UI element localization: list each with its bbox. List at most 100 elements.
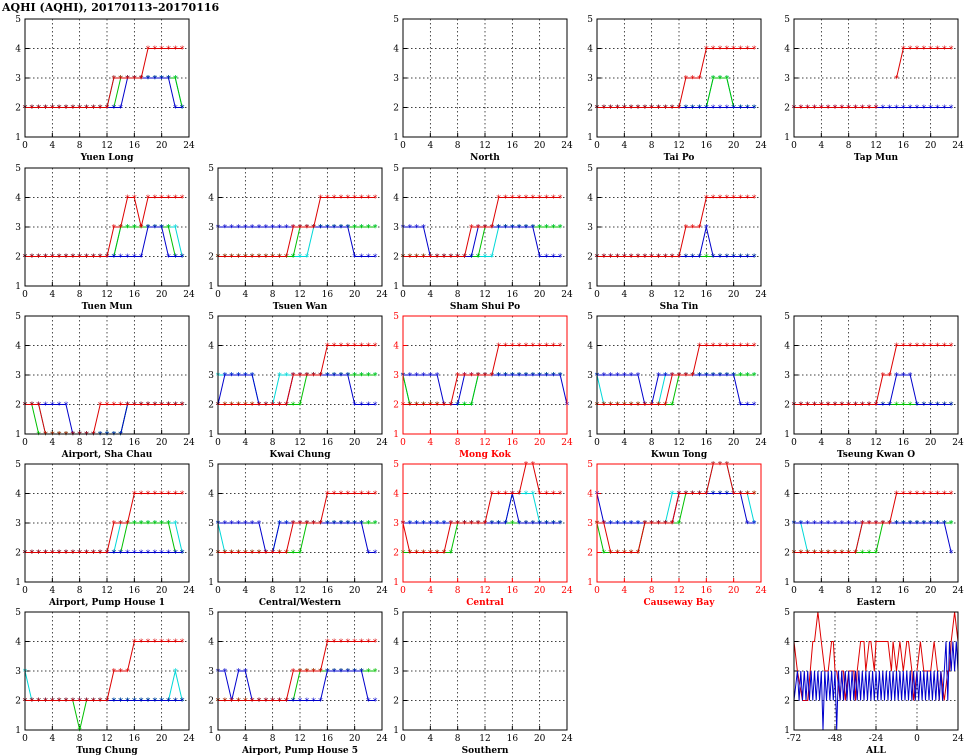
- plot-frame: [402, 167, 568, 287]
- data-point: *: [558, 195, 563, 205]
- data-point: *: [77, 254, 82, 264]
- data-point: *: [517, 224, 522, 234]
- data-point: *: [332, 639, 337, 649]
- data-point: *: [373, 372, 378, 382]
- y-tick-label: 1: [784, 726, 790, 736]
- data-point: *: [236, 372, 241, 382]
- data-point: *: [373, 224, 378, 234]
- data-point: *: [146, 639, 151, 649]
- data-point: *: [311, 520, 316, 530]
- data-point: *: [558, 343, 563, 353]
- data-point: *: [558, 491, 563, 501]
- data-point: *: [146, 550, 151, 560]
- data-point: *: [421, 224, 426, 234]
- data-point: *: [752, 254, 757, 264]
- data-point: *: [332, 372, 337, 382]
- data-point: *: [677, 254, 682, 264]
- data-point: *: [731, 343, 736, 353]
- data-point: *: [649, 105, 654, 115]
- data-point: *: [50, 550, 55, 560]
- data-point: *: [449, 520, 454, 530]
- data-point: *: [819, 402, 824, 412]
- data-point: *: [77, 254, 82, 264]
- data-point: *: [118, 75, 123, 85]
- y-tick-label: 2: [208, 253, 214, 263]
- x-tick-label: 20: [534, 141, 546, 151]
- data-point: *: [731, 491, 736, 501]
- data-point: *: [77, 105, 82, 115]
- data-point: *: [173, 254, 178, 264]
- data-point: *: [318, 668, 323, 678]
- data-point: *: [236, 372, 241, 382]
- x-tick-label: 0: [400, 734, 406, 744]
- data-point: *: [36, 254, 41, 264]
- x-tick-label: 4: [242, 290, 248, 300]
- data-point: *: [332, 195, 337, 205]
- data-point: *: [812, 520, 817, 530]
- data-point: *: [180, 550, 185, 560]
- data-point: *: [649, 254, 654, 264]
- data-point: *: [166, 550, 171, 560]
- data-point: *: [98, 105, 103, 115]
- data-point: *: [77, 105, 82, 115]
- data-point: *: [64, 105, 69, 115]
- data-point: *: [311, 372, 316, 382]
- data-point: *: [243, 254, 248, 264]
- x-tick-label: 4: [818, 438, 824, 448]
- data-point: *: [629, 105, 634, 115]
- series-line: [597, 463, 755, 553]
- data-point: *: [690, 372, 695, 382]
- data-point: *: [118, 520, 123, 530]
- data-point: *: [339, 520, 344, 530]
- data-point: *: [846, 402, 851, 412]
- data-point: *: [346, 520, 351, 530]
- plot-frame: [793, 463, 959, 583]
- data-point: *: [64, 431, 69, 441]
- y-tick-label: 3: [587, 519, 593, 529]
- data-point: *: [455, 402, 460, 412]
- data-point: *: [277, 402, 282, 412]
- data-point: *: [229, 550, 234, 560]
- data-point: *: [752, 105, 757, 115]
- data-point: *: [112, 698, 117, 708]
- data-point: *: [325, 224, 330, 234]
- data-point: *: [537, 343, 542, 353]
- x-tick-label: 24: [952, 734, 964, 744]
- data-point: *: [264, 550, 269, 560]
- x-tick-label: 0: [594, 586, 600, 596]
- data-point: *: [118, 431, 123, 441]
- data-point: *: [649, 105, 654, 115]
- data-point: *: [697, 491, 702, 501]
- data-point: *: [373, 520, 378, 530]
- x-tick-label: 4: [49, 141, 55, 151]
- data-point: *: [544, 491, 549, 501]
- data-point: *: [833, 402, 838, 412]
- x-tick-label: 12: [101, 734, 112, 744]
- data-point: *: [414, 224, 419, 234]
- x-tick-label: 16: [129, 141, 141, 151]
- x-tick-label: 12: [294, 290, 305, 300]
- data-point: *: [284, 698, 289, 708]
- data-point: *: [544, 520, 549, 530]
- data-point: *: [408, 224, 413, 234]
- data-point: *: [510, 224, 515, 234]
- data-point: *: [84, 550, 89, 560]
- data-point: *: [496, 372, 501, 382]
- plot-frame: [24, 315, 190, 435]
- y-tick-label: 2: [587, 253, 593, 263]
- x-tick-label: 16: [322, 290, 334, 300]
- x-tick-label: 24: [755, 438, 767, 448]
- data-point: *: [118, 668, 123, 678]
- y-tick-label: 2: [15, 104, 21, 114]
- data-point: *: [517, 372, 522, 382]
- data-point: *: [819, 105, 824, 115]
- data-point: *: [236, 550, 241, 560]
- data-point: *: [339, 372, 344, 382]
- data-point: *: [503, 224, 508, 234]
- data-point: *: [64, 105, 69, 115]
- data-point: *: [881, 520, 886, 530]
- data-point: *: [332, 520, 337, 530]
- data-point: *: [223, 668, 228, 678]
